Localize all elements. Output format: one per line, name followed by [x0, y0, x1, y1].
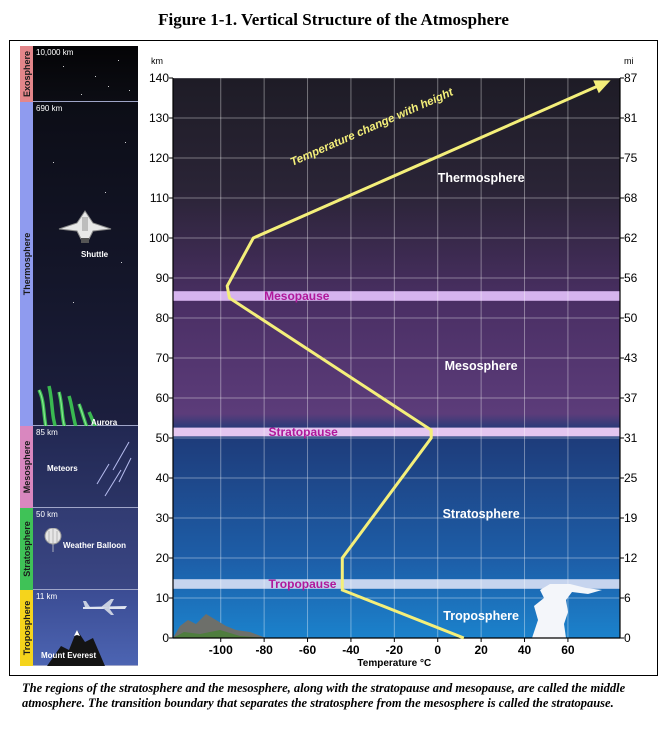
mountains-icon: [173, 614, 266, 638]
y-right-tick-label: 0: [624, 631, 631, 645]
exosphere-tab: Exosphere: [20, 46, 33, 102]
stratosphere-label: Stratosphere: [21, 521, 32, 577]
layer-label-mesosphere: Mesosphere: [445, 359, 518, 373]
figure-caption: The regions of the stratosphere and the …: [22, 681, 626, 710]
troposphere-band: 11 km Mount Everest: [33, 590, 138, 666]
y-right-tick-label: 50: [624, 311, 638, 325]
mesosphere-band: 85 km Meteors: [33, 426, 138, 508]
meteors-icon: [96, 441, 132, 497]
thermosphere-altitude: 690 km: [36, 104, 63, 113]
y-right-tick-label: 19: [624, 511, 638, 525]
exosphere-label: Exosphere: [21, 50, 32, 98]
y-left-tick-label: 10: [156, 591, 170, 605]
x-tick-label: -40: [342, 643, 360, 657]
y-right-tick-label: 68: [624, 191, 638, 205]
stratosphere-band: 50 km Weather Balloon: [33, 508, 138, 590]
y-right-tick-label: 37: [624, 391, 638, 405]
x-tick-label: 20: [474, 643, 488, 657]
boundary-label-stratopause: Stratopause: [268, 425, 338, 439]
x-tick-label: 0: [434, 643, 441, 657]
y-right-tick-label: 6: [624, 591, 631, 605]
atmosphere-chart: 0 10 20 30 40 50 60 70 80 90 100 110 120 130 140 0 6 12 19…: [140, 46, 645, 674]
mount-everest-label: Mount Everest: [41, 651, 97, 660]
y-left-tick-label: 130: [149, 111, 169, 125]
storm-cloud-icon: [532, 584, 602, 638]
mesosphere-tab: Mesosphere: [20, 426, 33, 508]
thermosphere-label: Thermosphere: [21, 232, 32, 296]
y-left-tick-label: 110: [150, 191, 169, 205]
y-left-tick-label: 90: [156, 271, 170, 285]
y-right-tick-label: 31: [624, 431, 638, 445]
figure-title: Figure 1-1. Vertical Structure of the At…: [158, 10, 509, 29]
mountain-icon: [47, 630, 105, 666]
y-left-tick-label: 40: [156, 471, 170, 485]
figure-frame: [9, 40, 658, 676]
temperature-arrow-head: [593, 80, 611, 94]
layer-label-stratosphere: Stratosphere: [443, 507, 520, 521]
troposphere-tab: Troposphere: [20, 590, 33, 666]
y-left-tick-label: 30: [156, 511, 170, 525]
layer-label-thermosphere: Thermosphere: [438, 171, 525, 185]
x-tick-label: -80: [255, 643, 273, 657]
plot-background: [173, 78, 620, 638]
y-left-tick-label: 60: [156, 391, 170, 405]
x-tick-label: -60: [299, 643, 317, 657]
y-left-unit: km: [151, 56, 163, 66]
shuttle-icon: [58, 210, 112, 243]
y-left-tick-label: 120: [149, 151, 169, 165]
y-right-tick-label: 75: [624, 151, 638, 165]
thermosphere-tab: Thermosphere: [20, 102, 33, 426]
aurora-label: Aurora: [91, 418, 118, 427]
atmosphere-chart-svg: 0 10 20 30 40 50 60 70 80 90 100 110 120 130 140 0 6 12 19…: [149, 56, 638, 669]
y-right-tick-label: 12: [624, 551, 638, 565]
y-left-tick-label: 70: [156, 351, 170, 365]
y-left-tick-label: 50: [156, 431, 170, 445]
weather-balloon-icon: [44, 528, 62, 552]
y-right-unit: mi: [624, 56, 634, 66]
y-right-tick-label: 81: [624, 111, 638, 125]
y-right-tick-label: 43: [624, 351, 638, 365]
y-right-tick-label: 25: [624, 471, 638, 485]
stratosphere-altitude: 50 km: [36, 510, 58, 519]
temperature-profile-line: [225, 80, 608, 640]
stratosphere-tab: Stratosphere: [20, 508, 33, 590]
boundary-label-tropopause: Tropopause: [268, 577, 336, 591]
atmosphere-layers-panel: Exosphere Thermosphere Mesosphere Strato…: [20, 46, 138, 666]
mesosphere-label: Mesosphere: [21, 440, 32, 494]
x-tick-label: -100: [209, 643, 233, 657]
troposphere-altitude: 11 km: [36, 592, 58, 601]
boundary-band-mesopause: [173, 291, 620, 301]
y-right-tick-label: 62: [624, 231, 638, 245]
thermosphere-band: 690 km Shuttle Aurora: [33, 102, 138, 439]
y-left-tick-label: 20: [156, 551, 170, 565]
boundary-band-tropopause: [173, 579, 620, 589]
x-tick-label: 40: [518, 643, 532, 657]
shuttle-label: Shuttle: [81, 250, 109, 259]
exosphere-altitude: 10,000 km: [36, 48, 74, 57]
x-axis-label: Temperature °C: [357, 658, 431, 669]
x-tick-label: 60: [561, 643, 575, 657]
y-right-tick-label: 87: [624, 71, 638, 85]
mesosphere-altitude: 85 km: [36, 428, 58, 437]
weather-balloon-label: Weather Balloon: [63, 541, 126, 550]
boundary-label-mesopause: Mesopause: [264, 289, 330, 303]
exosphere-band: 10,000 km: [33, 46, 138, 102]
y-right-tick-label: 56: [624, 271, 638, 285]
y-left-tick-label: 80: [156, 311, 170, 325]
meteors-label: Meteors: [47, 464, 78, 473]
x-tick-label: -20: [386, 643, 404, 657]
y-left-tick-label: 140: [149, 71, 169, 85]
layer-label-troposphere: Troposphere: [443, 609, 519, 623]
y-left-tick-label: 0: [162, 631, 169, 645]
airplane-icon: [83, 599, 127, 615]
y-left-tick-label: 100: [149, 231, 169, 245]
boundary-band-stratopause: [173, 427, 620, 437]
troposphere-label: Troposphere: [21, 600, 32, 656]
